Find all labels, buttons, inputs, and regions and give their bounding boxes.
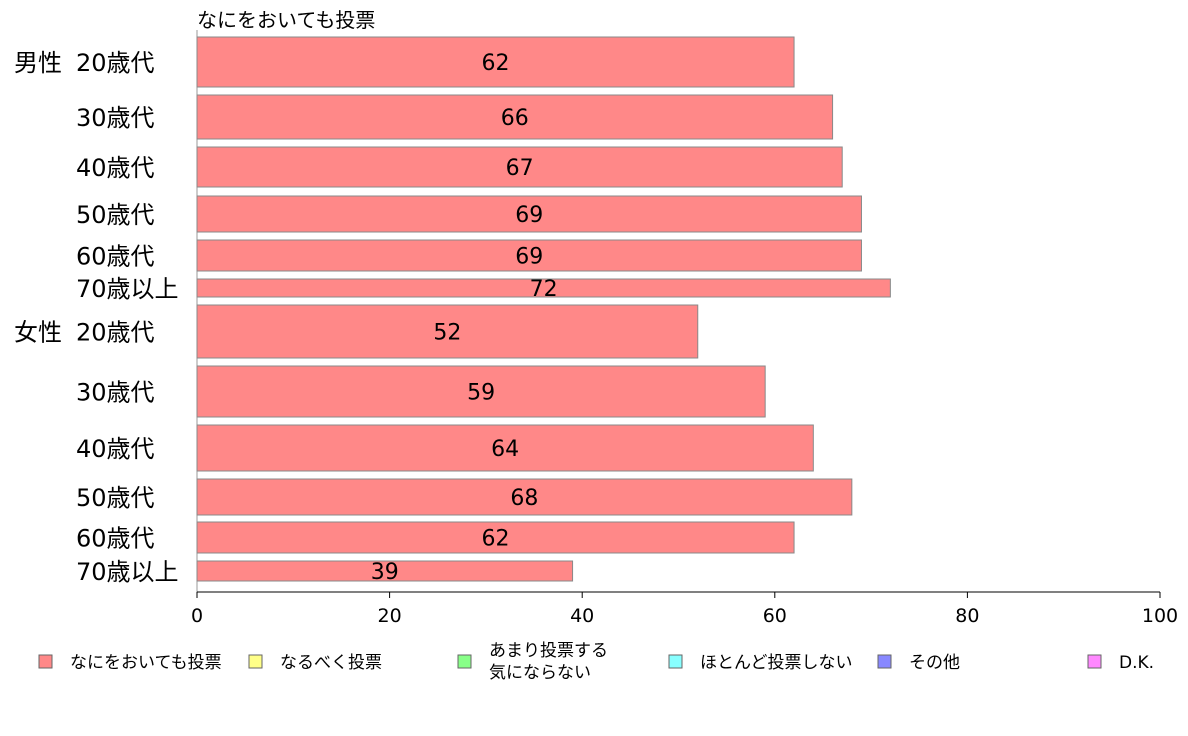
- x-tick-label: 0: [191, 605, 203, 627]
- data-label: 64: [491, 437, 519, 462]
- bar: [196, 365, 766, 418]
- legend-label: あまり投票する: [489, 641, 608, 661]
- x-tick-label: 40: [570, 605, 594, 627]
- data-label: 67: [506, 156, 534, 181]
- category-label: 30歳代: [76, 104, 155, 132]
- x-tick-label: 80: [955, 605, 979, 627]
- category-label: 50歳代: [76, 201, 155, 229]
- category-label: 40歳代: [76, 435, 155, 463]
- category-label: 70歳以上: [76, 275, 179, 303]
- category-label: 40歳代: [76, 154, 155, 182]
- data-label: 59: [467, 381, 495, 406]
- category-label: 60歳代: [76, 525, 155, 553]
- group-label: 男性: [14, 49, 62, 77]
- bar: [196, 36, 795, 88]
- legend-swatch: [248, 654, 263, 669]
- bar: [196, 94, 834, 140]
- category-label: 60歳代: [76, 243, 155, 271]
- legend-label: ほとんど投票しない: [700, 653, 853, 673]
- legend-label: なるべく投票: [280, 653, 382, 673]
- bar: [196, 424, 814, 472]
- data-label: 52: [433, 321, 461, 346]
- chart-title: なにをおいても投票: [197, 8, 376, 32]
- category-label: 70歳以上: [76, 558, 179, 586]
- category-label: 20歳代: [76, 49, 155, 77]
- bar: [196, 304, 699, 359]
- data-label: 72: [530, 277, 558, 302]
- data-label: 68: [510, 486, 538, 511]
- bar: [196, 521, 795, 554]
- legend-swatch: [668, 654, 683, 669]
- legend-label: D.K.: [1119, 653, 1154, 673]
- legend-label: その他: [909, 653, 960, 673]
- data-label: 66: [501, 106, 529, 131]
- bar: [196, 278, 891, 298]
- legend-label: なにをおいても投票: [70, 653, 222, 673]
- bar: [196, 239, 862, 272]
- bar: [196, 195, 862, 233]
- category-label: 30歳代: [76, 379, 155, 407]
- legend-swatch: [457, 654, 472, 669]
- x-tick-label: 20: [378, 605, 402, 627]
- category-label: 50歳代: [76, 484, 155, 512]
- legend-swatch: [1087, 654, 1102, 669]
- legend-label: 気にならない: [489, 663, 591, 683]
- group-label: 女性: [14, 319, 62, 347]
- data-label: 62: [482, 527, 510, 552]
- bar: [196, 560, 574, 582]
- data-label: 39: [371, 560, 399, 585]
- category-label: 20歳代: [76, 319, 155, 347]
- data-label: 62: [482, 51, 510, 76]
- x-tick-label: 100: [1142, 605, 1178, 627]
- x-tick-label: 60: [763, 605, 787, 627]
- bar: [196, 146, 843, 188]
- legend-swatch: [877, 654, 892, 669]
- data-label: 69: [515, 245, 543, 270]
- legend-swatch: [38, 654, 53, 669]
- data-label: 69: [515, 203, 543, 228]
- bar: [196, 478, 853, 516]
